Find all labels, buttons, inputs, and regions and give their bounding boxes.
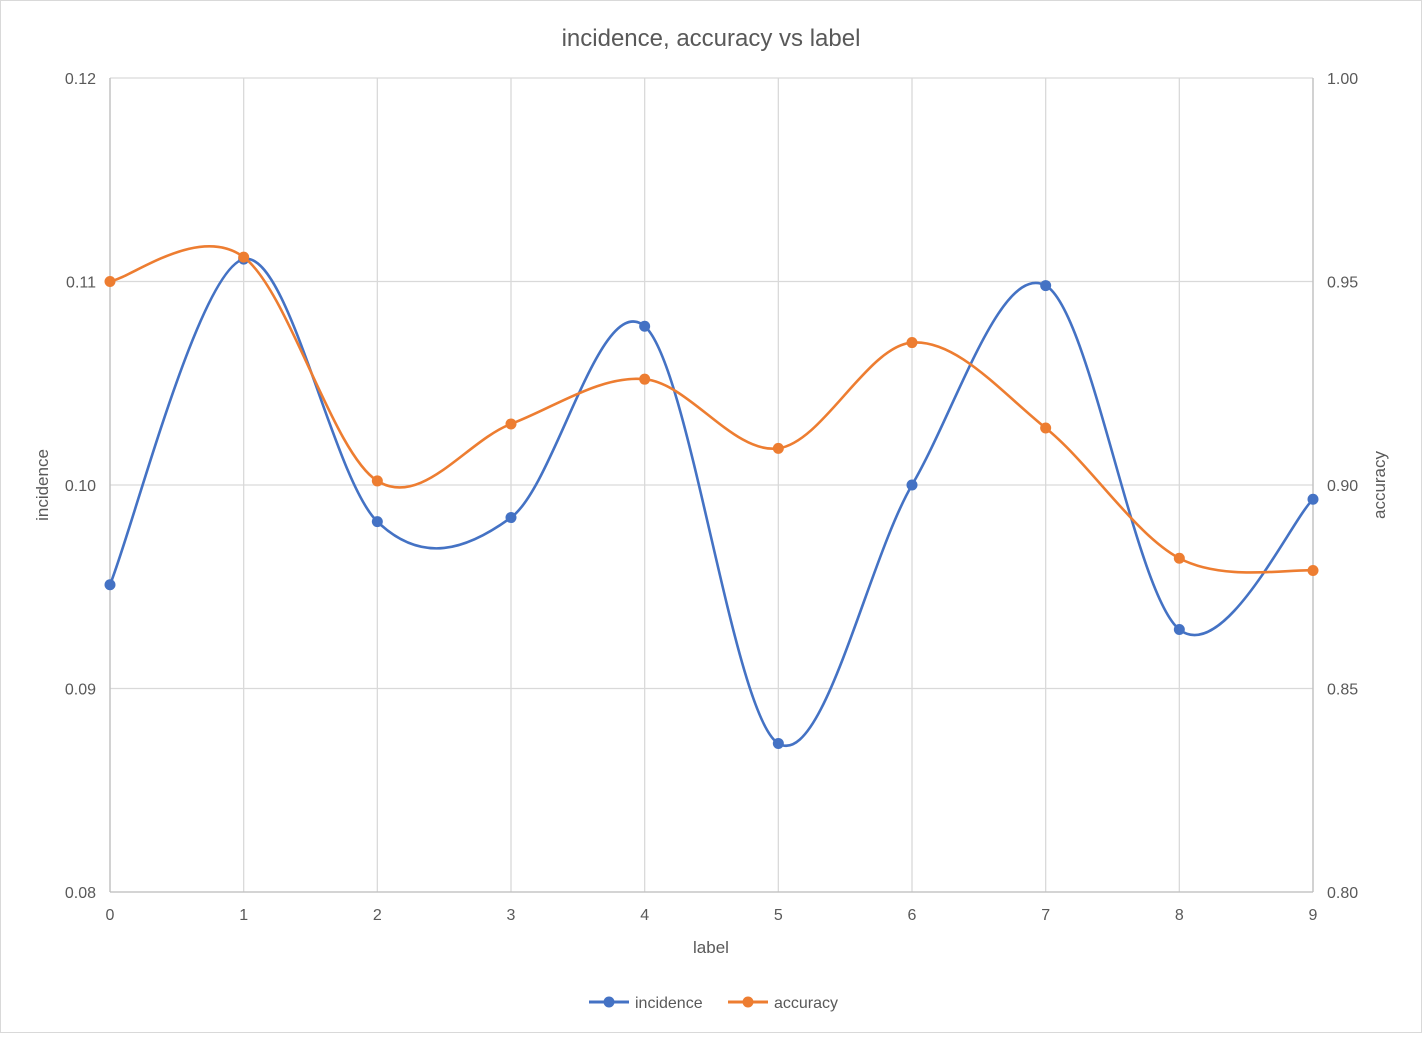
data-point-incidence[interactable]	[371, 516, 383, 528]
data-point-accuracy[interactable]	[238, 251, 250, 263]
left-axis-label: incidence	[33, 449, 52, 521]
right-tick-label: 0.95	[1327, 275, 1358, 292]
series-line-accuracy	[108, 244, 1315, 574]
x-tick-label: 4	[640, 907, 649, 924]
data-point-incidence[interactable]	[1040, 280, 1052, 292]
x-tick-label: 7	[1041, 907, 1050, 924]
data-point-accuracy[interactable]	[104, 276, 116, 287]
chart-title: incidence, accuracy vs label	[562, 25, 861, 52]
x-tick-label: 3	[507, 907, 516, 924]
series-incidence	[104, 253, 1319, 749]
data-point-accuracy[interactable]	[1040, 422, 1052, 434]
legend-label-incidence: incidence	[635, 995, 703, 1012]
x-tick-label: 1	[239, 907, 248, 924]
x-tick-label: 9	[1309, 907, 1318, 924]
legend-label-accuracy: accuracy	[774, 995, 838, 1012]
left-tick-label: 0.09	[65, 682, 96, 699]
x-tick-label: 2	[373, 907, 382, 924]
data-point-accuracy[interactable]	[772, 442, 784, 454]
left-tick-label: 0.12	[65, 71, 96, 88]
data-point-incidence[interactable]	[104, 579, 116, 591]
data-point-accuracy[interactable]	[505, 418, 517, 430]
data-point-accuracy[interactable]	[1173, 552, 1185, 564]
data-point-incidence[interactable]	[505, 512, 517, 524]
data-point-incidence[interactable]	[1173, 623, 1185, 635]
data-point-accuracy[interactable]	[906, 337, 918, 349]
right-axis-ticks: 0.80 0.85 0.90 0.95 1.00	[1327, 71, 1358, 902]
right-axis-label: accuracy	[1370, 450, 1389, 519]
x-tick-label: 0	[106, 907, 115, 924]
legend-item-incidence[interactable]: incidence	[589, 995, 703, 1012]
legend: incidence accuracy	[589, 995, 838, 1012]
data-point-accuracy[interactable]	[371, 475, 383, 487]
data-point-accuracy[interactable]	[639, 373, 651, 385]
data-point-incidence[interactable]	[639, 320, 651, 332]
right-tick-label: 0.90	[1327, 478, 1358, 495]
right-tick-label: 0.80	[1327, 885, 1358, 902]
data-point-incidence[interactable]	[1307, 493, 1319, 505]
data-point-incidence[interactable]	[906, 479, 918, 491]
series-layer	[104, 244, 1319, 749]
grid	[109, 77, 1314, 893]
x-axis-ticks: 0 1 2 3 4 5 6 7 8 9	[106, 907, 1318, 924]
left-tick-label: 0.08	[65, 885, 96, 902]
left-tick-label: 0.10	[65, 478, 96, 495]
right-tick-label: 1.00	[1327, 71, 1358, 88]
x-axis-label: label	[693, 938, 729, 957]
legend-marker-incidence	[603, 996, 615, 1008]
x-tick-label: 8	[1175, 907, 1184, 924]
series-line-incidence	[108, 257, 1315, 748]
legend-marker-accuracy	[742, 996, 754, 1008]
x-tick-label: 5	[774, 907, 783, 924]
data-point-incidence[interactable]	[772, 737, 784, 749]
left-tick-label: 0.11	[66, 275, 96, 292]
legend-item-accuracy[interactable]: accuracy	[728, 995, 838, 1012]
axes	[109, 78, 1314, 893]
x-tick-label: 6	[908, 907, 917, 924]
data-point-accuracy[interactable]	[1307, 564, 1319, 576]
right-tick-label: 0.85	[1327, 682, 1358, 699]
series-accuracy	[104, 244, 1319, 576]
left-axis-ticks: 0.08 0.09 0.10 0.11 0.12	[65, 71, 96, 902]
